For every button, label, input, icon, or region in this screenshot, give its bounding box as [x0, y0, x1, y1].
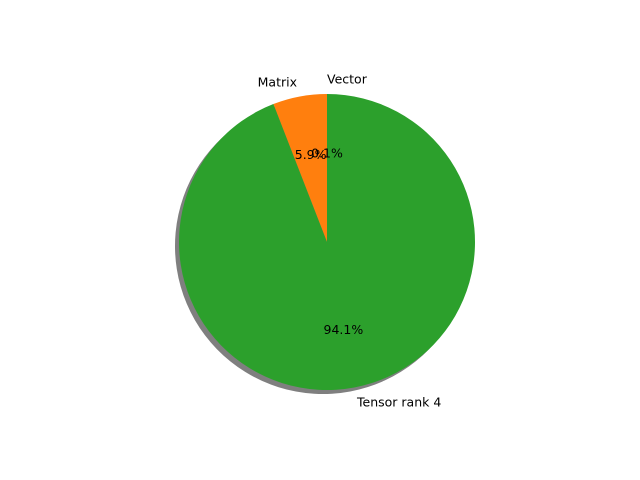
- slice-percent-vector: 0.1%: [311, 146, 343, 161]
- slice-label-tensor-rank-4: Tensor rank 4: [356, 395, 441, 410]
- slice-label-vector: Vector: [327, 72, 368, 87]
- slice-percent-tensor-rank-4: 94.1%: [324, 322, 364, 337]
- pie-slice-matrix: [273, 94, 327, 242]
- pie-slices: [179, 94, 475, 390]
- pie-labels: Vector 0.1% Matrix 5.9% Tensor rank 4 94.1%: [258, 72, 442, 410]
- slice-label-matrix: Matrix: [258, 74, 297, 89]
- slice-percent-matrix: 5.9%: [295, 147, 327, 162]
- pie-slice-tensor-rank-4: [179, 94, 475, 390]
